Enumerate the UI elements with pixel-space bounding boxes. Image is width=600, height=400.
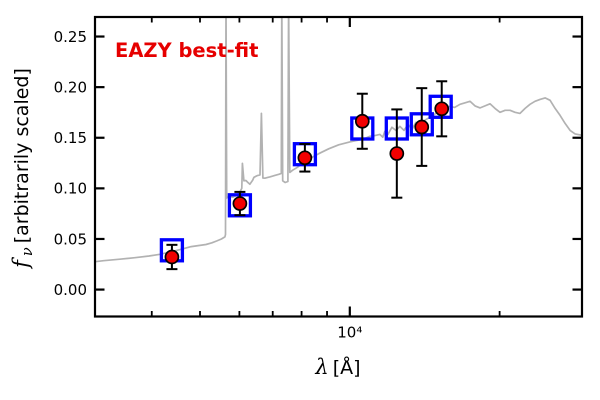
y-tick-label: 0.00 <box>54 281 87 299</box>
y-axis-label-subscript: ν <box>20 247 36 256</box>
y-tick-label: 0.25 <box>54 28 87 46</box>
observed-photometry-marker <box>414 119 430 135</box>
y-tick-label: 0.10 <box>54 180 87 198</box>
annotation-eazy-best-fit: EAZY best-fit <box>115 39 258 62</box>
x-axis-label-unit: [Å] <box>333 356 361 379</box>
y-tick-label: 0.05 <box>54 230 87 248</box>
observed-photometry-marker <box>164 249 180 265</box>
observed-photometry-marker <box>389 146 405 161</box>
observed-photometry-marker <box>232 196 248 211</box>
observed-photometry-marker <box>434 101 450 117</box>
x-axis-label-symbol: λ <box>314 355 328 379</box>
y-axis-label: f ν [arbitrarily scaled] <box>9 68 36 270</box>
y-tick-label: 0.15 <box>54 129 87 147</box>
x-tick-label: 10⁴ <box>337 324 362 342</box>
chart-layer: 10⁴ 0.00 0.05 0.10 0.15 0.20 0.25 <box>54 15 584 342</box>
model-photometry-marker <box>428 94 453 119</box>
y-tick-label: 0.20 <box>54 78 87 96</box>
x-axis-label: λ [Å] <box>314 355 360 379</box>
y-axis-label-symbol: f <box>9 257 33 270</box>
observed-photometry-marker <box>354 113 370 129</box>
axes-frame <box>93 15 584 318</box>
observed-photometry-marker <box>297 150 313 166</box>
y-axis-label-text: [arbitrarily scaled] <box>11 68 33 243</box>
